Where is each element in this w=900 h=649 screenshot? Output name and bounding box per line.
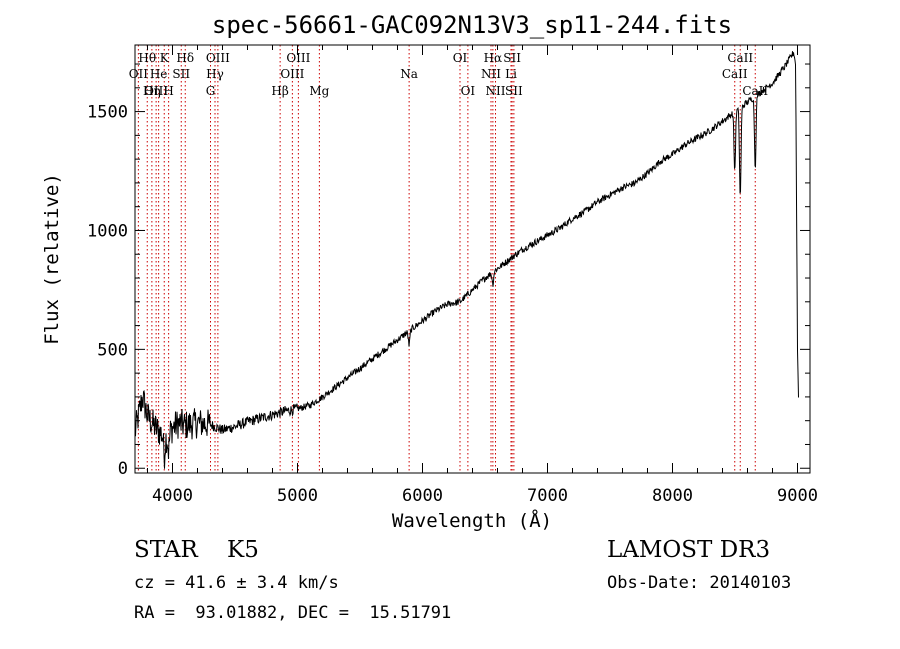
x-tick-label: 5000	[277, 486, 318, 506]
y-tick-label: 500	[97, 340, 128, 360]
plot-frame	[134, 44, 811, 474]
spectral-line-label: Na	[400, 67, 418, 81]
observation-date: Obs-Date: 20140103	[607, 573, 792, 593]
spectral-line-label: Hθ	[138, 51, 156, 65]
object-class: STAR K5	[134, 537, 259, 563]
spectral-line-label: CaII	[722, 67, 748, 81]
survey-name: LAMOST DR3	[607, 537, 771, 563]
chart-title: spec-56661-GAC092N13V3_sp11-244.fits	[212, 11, 732, 39]
spectral-line-label: Hη	[143, 84, 161, 98]
spectral-line-label: OII	[129, 67, 149, 81]
y-tick-label: 0	[118, 459, 128, 479]
x-tick-label: 6000	[402, 486, 443, 506]
x-axis-label: Wavelength (Å)	[392, 509, 552, 532]
axis-ticks	[135, 45, 810, 473]
spectral-line-labels: Hθ OII OIII K He Hη H SII Hδ OIII Hγ G Hβ OIII OIII Mg N…	[129, 51, 769, 98]
spectral-line-label: G	[206, 84, 216, 98]
spectral-line-label: Li	[505, 67, 517, 81]
coordinates: RA = 93.01882, DEC = 15.51791	[134, 603, 452, 623]
spectral-line-label: OI	[461, 84, 476, 98]
spectral-line-label: Hβ	[271, 84, 288, 98]
x-tick-label: 7000	[527, 486, 568, 506]
spectral-line-label: He	[150, 67, 168, 81]
spectral-line-label: OIII	[144, 84, 168, 98]
spectral-line-label: Hα	[484, 51, 503, 65]
spectral-line-label: Hδ	[176, 51, 194, 65]
spectral-line-label: NII	[486, 84, 506, 98]
spectral-line-label: OIII	[280, 67, 304, 81]
y-tick-label: 1000	[87, 221, 128, 241]
spectrum-trace	[134, 51, 799, 469]
x-tick-label: 8000	[652, 486, 693, 506]
y-tick-label: 1500	[87, 103, 128, 123]
spectral-line-markers	[137, 45, 756, 473]
redshift-cz: cz = 41.6 ± 3.4 km/s	[134, 573, 339, 593]
spectral-line-label: NII	[481, 67, 501, 81]
spectral-line-label: OIII	[286, 51, 310, 65]
spectral-line-label: Hγ	[206, 67, 224, 81]
spectral-line-label: H	[163, 84, 173, 98]
spectral-line-label: OI	[453, 51, 468, 65]
spectral-line-label: SII	[505, 84, 523, 98]
spectral-line-label: CaII	[727, 51, 753, 65]
spectral-line-label: OIII	[206, 51, 230, 65]
spectral-line-label: Mg	[309, 84, 329, 98]
x-tick-label: 4000	[152, 486, 193, 506]
spectral-line-label: SII	[503, 51, 521, 65]
y-axis-label: Flux (relative)	[41, 173, 63, 345]
spectral-line-label: K	[160, 51, 170, 65]
axis-tick-labels: 4000 5000 6000 7000 8000 9000 0 500 1000 1500	[87, 103, 818, 506]
spectral-line-label: SII	[172, 67, 190, 81]
x-tick-label: 9000	[777, 486, 818, 506]
